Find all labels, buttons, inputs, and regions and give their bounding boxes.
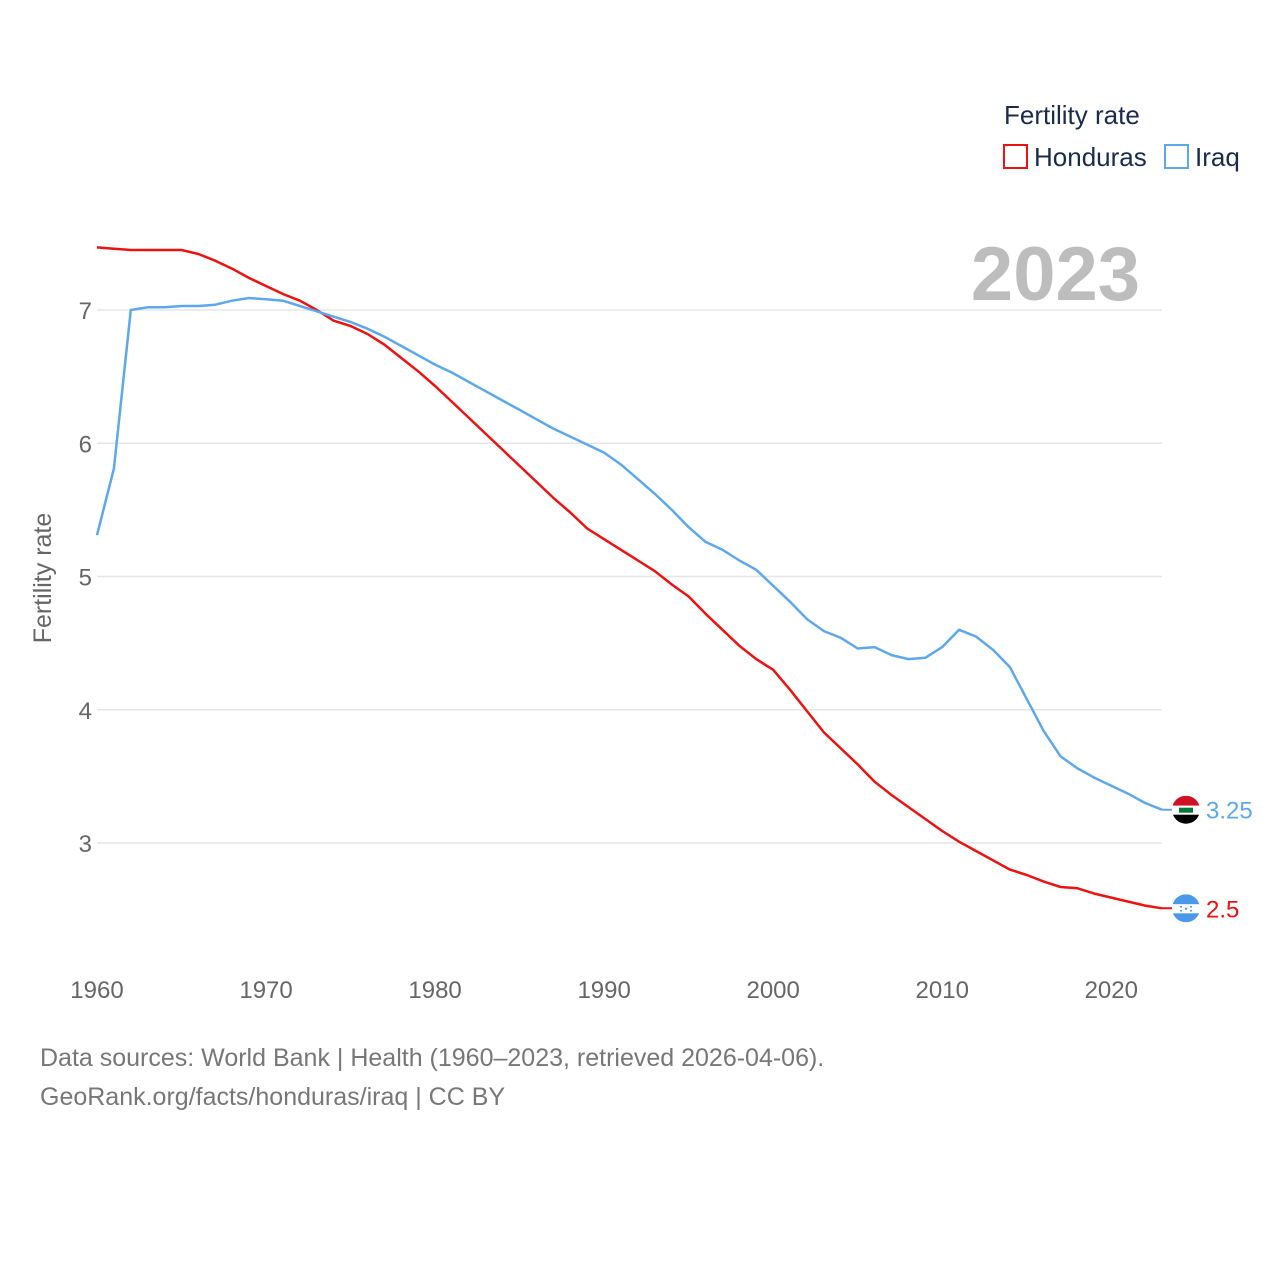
y-tick-label: 5 (79, 565, 92, 592)
x-tick-label: 2010 (916, 977, 969, 1004)
series-line-iraq[interactable] (95, 296, 1163, 811)
y-tick-label: 4 (79, 698, 92, 725)
x-tick-label: 1960 (70, 977, 123, 1004)
honduras-flag-icon (1172, 894, 1200, 923)
series-line-honduras[interactable] (96, 246, 1163, 910)
source-url[interactable]: GeoRank.org/facts/honduras/iraq | CC BY (40, 1083, 506, 1111)
x-tick-label: 1970 (239, 977, 292, 1004)
end-label-iraq: 3.25 (1206, 798, 1253, 825)
legend-swatch-honduras[interactable] (1003, 144, 1028, 169)
y-axis-ticks: 3 4 5 6 7 (79, 298, 92, 858)
x-tick-label: 2000 (746, 977, 799, 1004)
grid-lines (97, 309, 1162, 844)
x-tick-label: 1990 (577, 977, 630, 1004)
end-label-honduras: 2.5 (1206, 896, 1239, 923)
year-label: 2023 (971, 232, 1140, 317)
y-axis-label: Fertility rate (29, 513, 57, 644)
y-tick-label: 7 (79, 298, 92, 325)
series-lines (95, 246, 1186, 910)
data-source-note: Data sources: World Bank | Health (1960–… (40, 1044, 825, 1072)
legend-title: Fertility rate (1004, 100, 1140, 130)
legend-label-iraq[interactable]: Iraq (1195, 142, 1240, 172)
y-tick-label: 6 (79, 431, 92, 458)
x-tick-label: 1980 (408, 977, 461, 1004)
legend-swatch-iraq[interactable] (1164, 144, 1189, 169)
legend: Fertility rate Honduras Iraq (1003, 100, 1240, 172)
iraq-flag-icon (1172, 795, 1200, 824)
x-axis-ticks: 1960 1970 1980 1990 2000 2010 2020 (70, 977, 1138, 1004)
y-tick-label: 3 (79, 831, 92, 858)
x-tick-label: 2020 (1085, 977, 1138, 1004)
legend-label-honduras[interactable]: Honduras (1034, 142, 1147, 172)
